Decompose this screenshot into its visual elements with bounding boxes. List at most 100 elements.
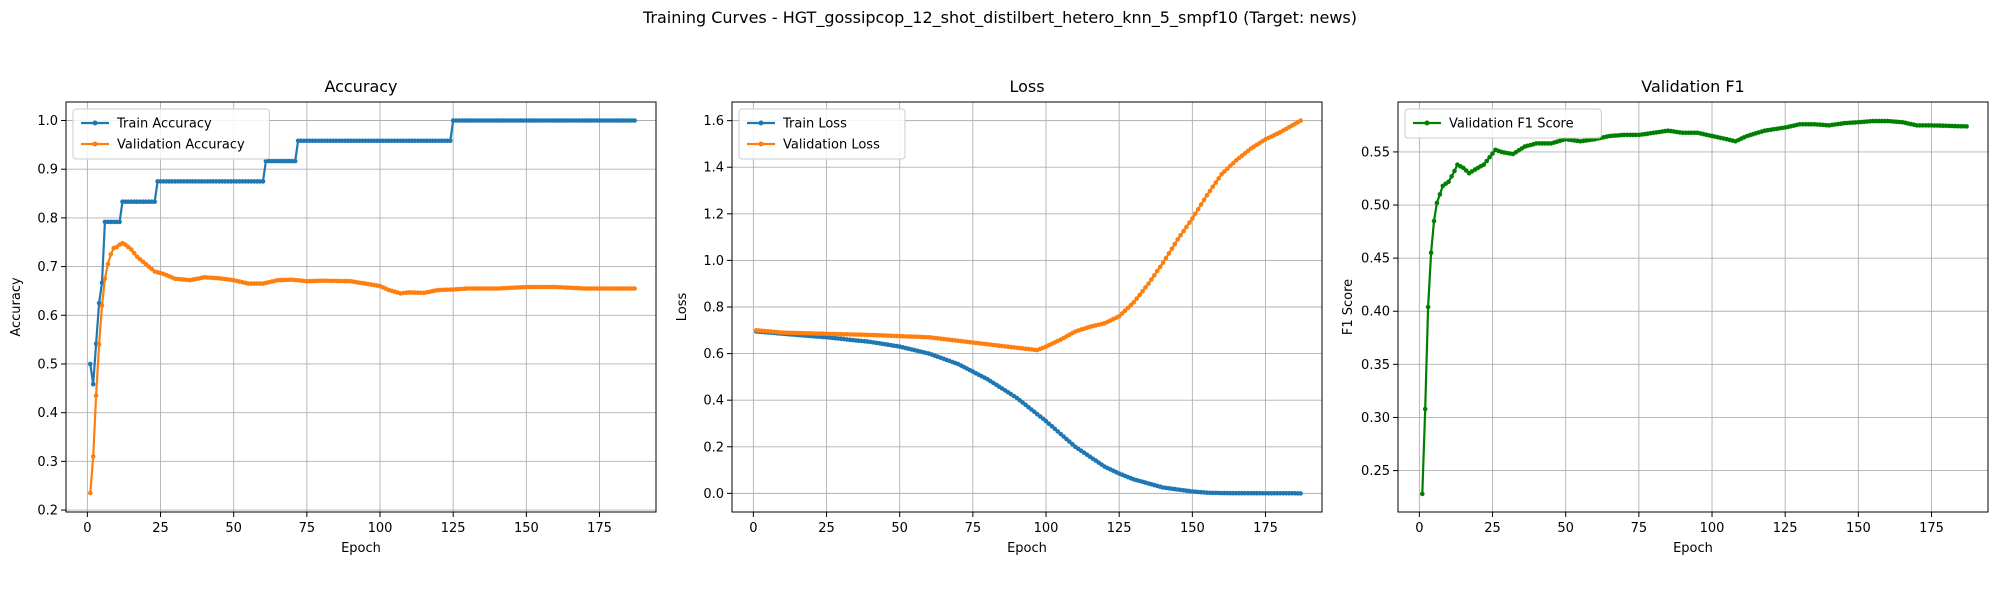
data-point (1431, 218, 1437, 224)
legend-label: Validation F1 Score (1449, 117, 1574, 132)
data-point (1169, 246, 1175, 252)
series-train-loss (754, 329, 1303, 496)
data-point (90, 382, 96, 387)
data-point (1449, 174, 1454, 179)
legend-marker (758, 120, 764, 126)
legend-marker (1424, 120, 1430, 126)
data-point (99, 280, 105, 286)
data-point (1157, 264, 1163, 270)
y-tick-label: 0.8 (37, 211, 58, 226)
y-tick-label: 0.2 (703, 440, 724, 455)
y-tick-label: 0.30 (1361, 411, 1390, 426)
y-tick-label: 0.55 (1361, 145, 1390, 160)
y-tick-label: 0.8 (703, 301, 724, 316)
data-point (1425, 304, 1431, 310)
legend-box (72, 108, 270, 160)
x-tick-label: 75 (1631, 521, 1648, 536)
data-point (1213, 180, 1219, 185)
data-point (1190, 216, 1195, 221)
data-point (1231, 160, 1236, 166)
validation-f1-chart: Validation F1 0 25 50 75 100 125 150 175 0.25 0.30… (1341, 77, 1989, 556)
data-point (1154, 268, 1160, 274)
data-point (1152, 273, 1157, 278)
y-tick-label: 0.6 (703, 347, 724, 362)
data-point (1046, 421, 1052, 427)
data-point (1487, 154, 1492, 160)
y-tick-label: 0.7 (37, 260, 58, 275)
data-point (1201, 197, 1207, 203)
data-point (1122, 308, 1128, 313)
legend: Train Accuracy Validation Accuracy (72, 108, 270, 160)
y-tick-label: 0.4 (703, 394, 724, 409)
data-point (96, 342, 102, 347)
data-point (1116, 314, 1122, 319)
data-point (88, 490, 93, 496)
data-point (260, 179, 266, 184)
x-axis-label: Epoch (1007, 541, 1047, 556)
x-tick-label: 0 (1415, 521, 1423, 536)
data-point (1163, 255, 1169, 261)
x-tick-label: 25 (1484, 521, 1501, 536)
x-tick-label: 25 (818, 521, 835, 536)
data-point (1484, 158, 1489, 164)
x-tick-label: 50 (891, 521, 908, 536)
series-train-accuracy (88, 118, 637, 387)
x-tick-label: 100 (368, 521, 393, 536)
data-point (1420, 491, 1425, 497)
data-point (1222, 169, 1227, 174)
data-point (1210, 184, 1216, 190)
data-point (117, 219, 122, 225)
x-axis-label: Epoch (1673, 541, 1713, 556)
plot-frame (1397, 101, 1989, 513)
data-point (632, 118, 637, 123)
data-point (1125, 305, 1131, 311)
chart-title: Validation F1 (1641, 77, 1744, 96)
data-point (1298, 491, 1303, 496)
series-line (89, 242, 635, 494)
legend: Validation F1 Score (1404, 108, 1602, 139)
data-point (1193, 211, 1198, 217)
x-tick-label: 50 (225, 521, 242, 536)
y-axis-label: Loss (675, 293, 690, 322)
data-point (1184, 224, 1189, 230)
x-tick-label: 75 (299, 521, 316, 536)
x-tick-label: 175 (587, 521, 612, 536)
x-tick-label: 0 (83, 521, 91, 536)
data-point (1166, 251, 1172, 256)
x-axis-label: Epoch (341, 541, 381, 556)
y-tick-label: 1.0 (37, 114, 58, 129)
y-tick-label: 0.45 (1361, 252, 1390, 267)
figure-title: Training Curves - HGT_gossipcop_12_shot_… (642, 8, 1357, 27)
data-point (1225, 166, 1230, 171)
legend-box (1404, 108, 1602, 139)
data-point (1178, 233, 1183, 238)
data-point (1298, 118, 1303, 123)
y-tick-label: 1.4 (703, 161, 724, 176)
y-tick-label: 1.6 (703, 114, 724, 129)
x-tick-label: 100 (1700, 521, 1725, 536)
data-point (1481, 162, 1486, 167)
data-point (129, 247, 134, 252)
y-tick-label: 0.0 (703, 487, 724, 502)
legend-marker (92, 141, 98, 147)
x-tick-label: 125 (441, 521, 466, 536)
series-line (1421, 120, 1967, 494)
x-tick-label: 150 (514, 521, 539, 536)
x-tick-label: 25 (152, 521, 169, 536)
data-point (1490, 151, 1495, 156)
y-tick-label: 0.9 (37, 163, 58, 178)
data-point (1434, 200, 1440, 206)
legend-label: Validation Accuracy (117, 138, 245, 153)
data-point (1119, 311, 1125, 316)
plot-frame (65, 101, 657, 513)
data-point (1422, 406, 1428, 412)
data-point (1195, 206, 1201, 212)
y-tick-label: 0.6 (37, 309, 58, 324)
data-point (1134, 296, 1139, 301)
x-tick-label: 175 (1919, 521, 1944, 536)
data-point (1146, 281, 1151, 286)
data-point (1187, 220, 1192, 225)
data-point (90, 454, 96, 459)
data-point (1437, 192, 1443, 197)
x-tick-label: 0 (749, 521, 757, 536)
